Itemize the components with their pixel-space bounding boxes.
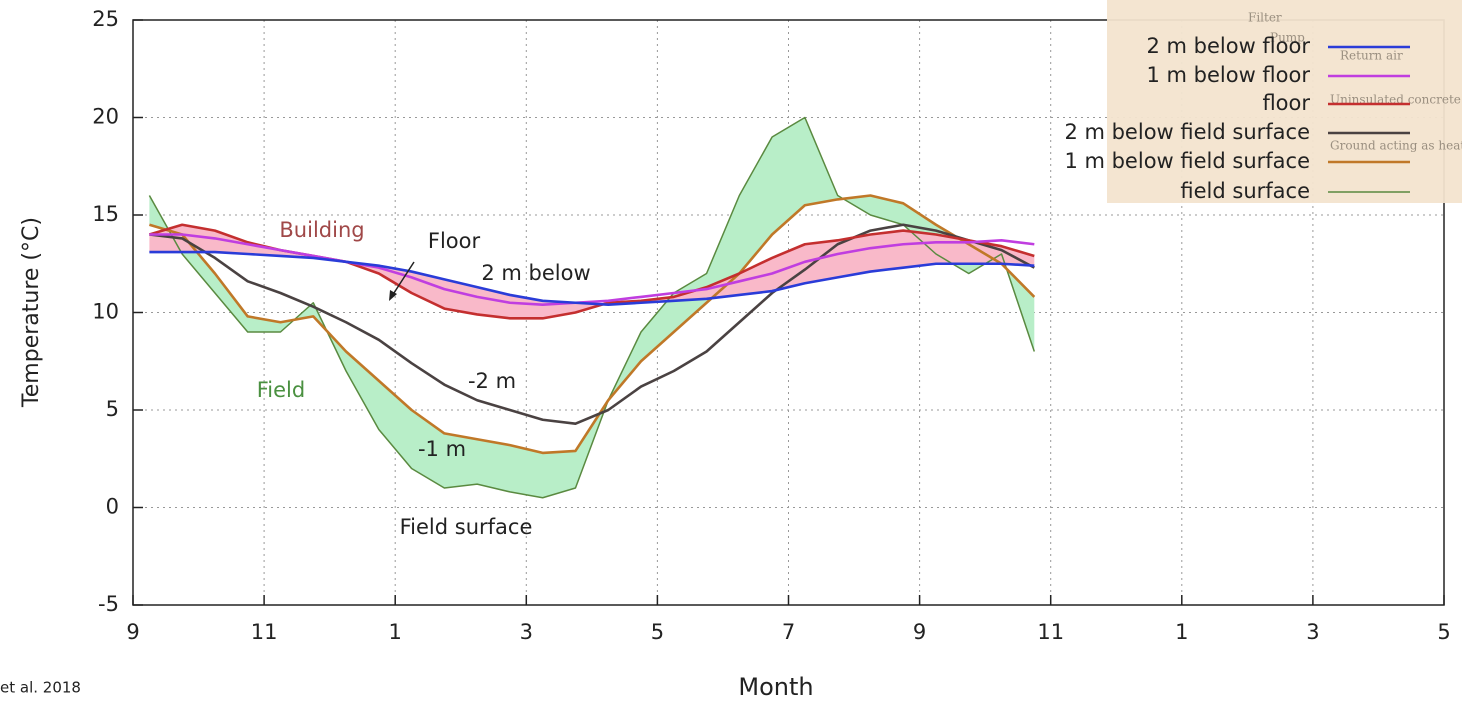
legend-label: field surface <box>1180 179 1310 203</box>
y-tick-label: 10 <box>92 300 119 324</box>
series-line <box>149 194 1036 455</box>
annotation: Field surface <box>400 515 533 539</box>
arrow-head <box>389 290 397 301</box>
legend-label: 1 m below field surface <box>1064 149 1310 173</box>
y-axis-label: Temperature (°C) <box>19 217 44 408</box>
y-tick-label: 20 <box>92 105 119 129</box>
legend-label: 2 m below field surface <box>1064 120 1310 144</box>
inset-label: Ground acting as heat sink <box>1330 139 1462 153</box>
y-tick-label: 15 <box>92 202 119 226</box>
legend-label: 2 m below floor <box>1146 34 1310 58</box>
x-tick-label: 11 <box>1037 620 1064 644</box>
legend-label: 1 m below floor <box>1146 63 1310 87</box>
y-tick-label: 0 <box>106 495 119 519</box>
x-tick-label: 3 <box>520 620 533 644</box>
x-tick-label: 11 <box>251 620 278 644</box>
y-tick-label: -5 <box>98 592 119 616</box>
series-line <box>149 250 1035 307</box>
y-tick-label: 25 <box>92 7 119 31</box>
x-axis-label: Month <box>738 673 813 701</box>
annotation: Floor <box>428 229 481 253</box>
legend-background <box>1107 0 1462 203</box>
x-tick-label: 9 <box>126 620 139 644</box>
y-tick-label: 5 <box>106 397 119 421</box>
annotation: Field <box>257 378 305 402</box>
x-tick-label: 5 <box>651 620 664 644</box>
series-line <box>148 116 1036 499</box>
annotation: 2 m below <box>481 261 590 285</box>
credit: et al. 2018 <box>0 679 81 697</box>
annotation: Building <box>279 218 364 242</box>
inset-label: Return air <box>1340 49 1403 63</box>
x-tick-label: 7 <box>782 620 795 644</box>
x-tick-label: 9 <box>913 620 926 644</box>
band-fill <box>149 117 1035 498</box>
inset-label: Filter <box>1248 11 1282 25</box>
x-tick-label: 1 <box>389 620 402 644</box>
x-tick-label: 3 <box>1306 620 1319 644</box>
x-tick-label: 5 <box>1437 620 1450 644</box>
series-line <box>149 223 1035 425</box>
annotation: -2 m <box>468 369 516 393</box>
arrow <box>391 261 415 297</box>
annotation: -1 m <box>418 437 466 461</box>
legend-label: floor <box>1262 91 1310 115</box>
band-fill <box>149 224 1035 319</box>
plot-frame <box>132 19 1445 606</box>
series-line <box>149 233 1035 307</box>
inset-label: Pump <box>1270 31 1305 45</box>
x-tick-label: 1 <box>1175 620 1188 644</box>
